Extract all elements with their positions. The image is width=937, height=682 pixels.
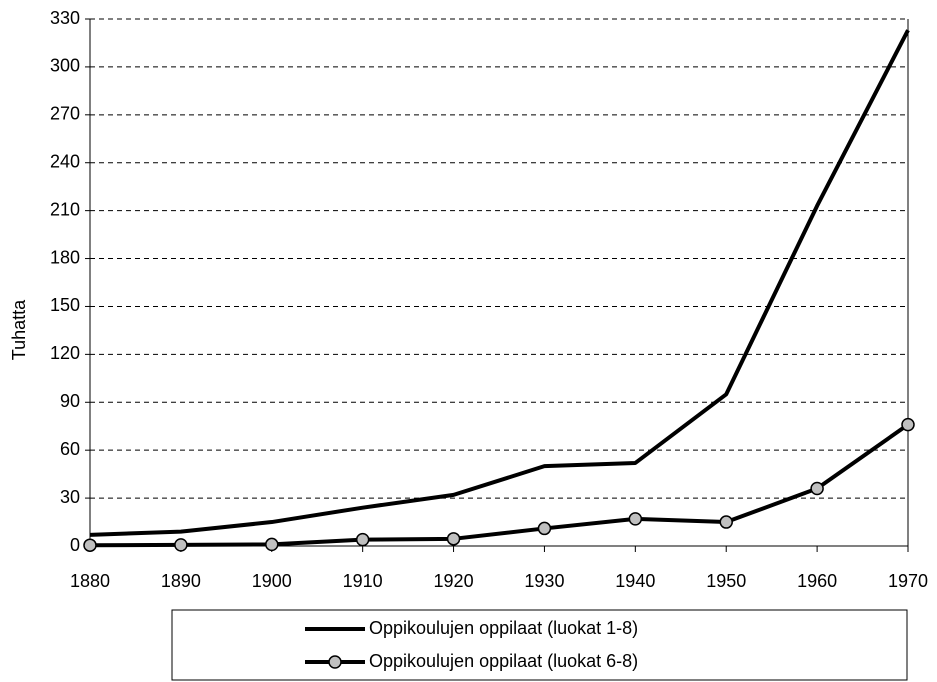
data-point <box>537 521 552 536</box>
data-point <box>265 537 279 552</box>
y-tick-label: 150 <box>50 295 80 315</box>
legend-box <box>171 609 908 681</box>
x-tick-label: 1890 <box>161 571 201 591</box>
x-tick-label: 1960 <box>797 571 837 591</box>
data-point <box>83 538 97 552</box>
y-tick-label: 270 <box>50 104 80 124</box>
x-tick-label: 1920 <box>434 571 474 591</box>
y-tick-label: 240 <box>50 151 80 171</box>
legend-label: Oppikoulujen oppilaat (luokat 1-8) <box>369 618 638 638</box>
y-tick-label: 330 <box>50 8 80 28</box>
x-tick-label: 1910 <box>343 571 383 591</box>
y-tick-label: 30 <box>60 487 80 507</box>
legend-label: Oppikoulujen oppilaat (luokat 6-8) <box>369 651 638 671</box>
y-tick-label: 210 <box>50 199 80 219</box>
data-point <box>628 512 643 526</box>
x-tick-label: 1950 <box>706 571 746 591</box>
data-point <box>901 417 915 432</box>
data-point <box>446 532 461 546</box>
y-tick-label: 180 <box>50 247 80 267</box>
data-point <box>719 515 733 529</box>
y-tick-label: 60 <box>60 439 80 459</box>
x-tick-label: 1900 <box>252 571 292 591</box>
y-tick-label: 90 <box>60 391 80 411</box>
series-line <box>89 29 910 537</box>
legend-marker <box>328 655 342 669</box>
data-point <box>174 538 188 552</box>
y-axis-label: Tuhatta <box>9 299 29 360</box>
data-point <box>355 532 370 547</box>
data-point <box>810 481 824 496</box>
y-tick-label: 300 <box>50 56 80 76</box>
x-tick-label: 1930 <box>524 571 564 591</box>
series-line <box>89 422 910 548</box>
y-tick-label: 120 <box>50 343 80 363</box>
y-tick-label: 0 <box>70 535 80 555</box>
x-tick-label: 1880 <box>70 571 110 591</box>
x-tick-label: 1970 <box>888 571 928 591</box>
x-tick-label: 1940 <box>615 571 655 591</box>
